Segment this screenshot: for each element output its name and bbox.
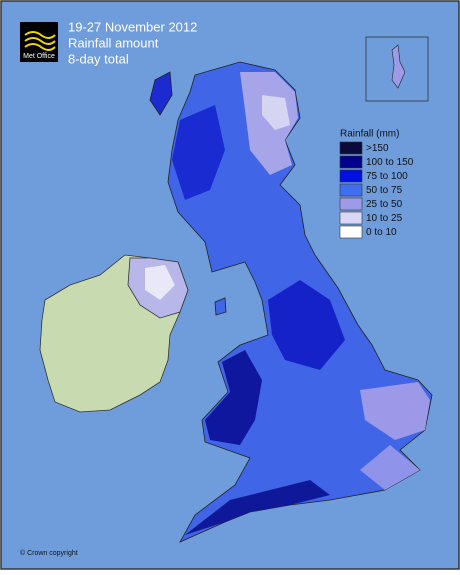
legend-title: Rainfall (mm): [340, 129, 399, 140]
subtitle: Rainfall amount: [68, 35, 159, 50]
south-west: [185, 480, 330, 535]
dry-patch: [262, 95, 290, 130]
legend-label: 25 to 50: [366, 199, 403, 210]
legend-label: 50 to 75: [366, 185, 403, 196]
note: 8-day total: [68, 51, 129, 66]
logo-text: Met Office: [23, 53, 55, 60]
legend-swatch: [339, 169, 363, 183]
logo-waves: [24, 31, 56, 51]
ni-dry-area: [145, 265, 175, 300]
legend-swatch: [339, 211, 363, 225]
outer-hebrides: [149, 71, 173, 116]
ne-scotland: [240, 72, 298, 175]
inset-frame: [365, 36, 429, 102]
legend-label: 0 to 10: [366, 227, 397, 238]
copyright: © Crown copyright: [20, 549, 78, 557]
legend-swatch: [339, 197, 363, 211]
legend-label: >150: [366, 143, 389, 154]
wales: [205, 350, 262, 445]
legend-label: 10 to 25: [366, 213, 403, 224]
legend-label: 75 to 100: [366, 171, 408, 182]
east-anglia: [360, 382, 430, 440]
title: 19-27 November 2012: [68, 19, 197, 34]
legend-swatch: [339, 141, 363, 155]
pennines: [268, 280, 345, 370]
legend-swatch: [339, 155, 363, 169]
legend-label: 100 to 150: [366, 157, 414, 168]
legend-swatch: [339, 225, 363, 239]
shetland: [391, 44, 406, 89]
kent: [360, 445, 420, 490]
west-scotland: [172, 105, 225, 200]
legend-swatch: [339, 183, 363, 197]
isle-of-man: [214, 297, 227, 316]
logo-box: [20, 22, 58, 62]
